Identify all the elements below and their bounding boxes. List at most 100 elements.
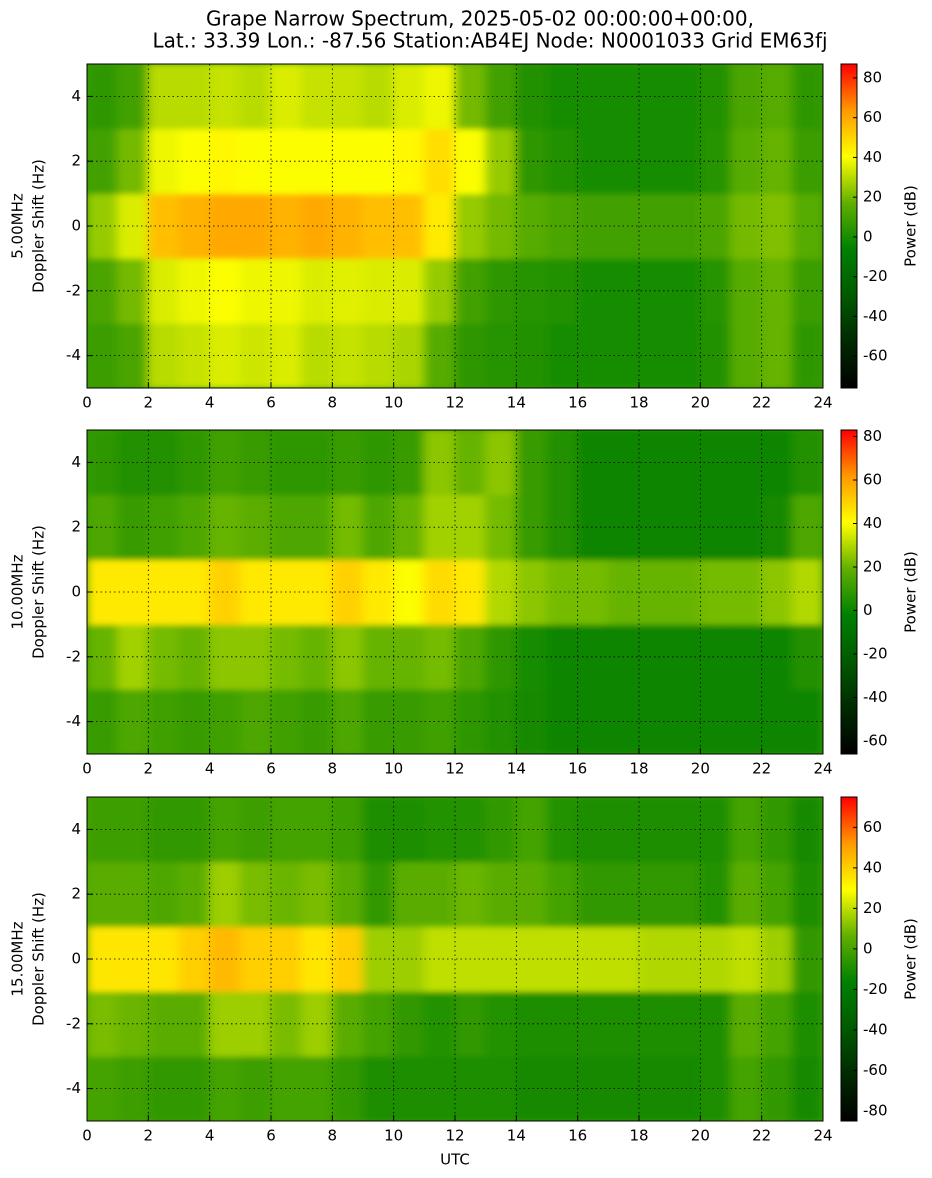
heat-cell <box>331 430 364 496</box>
colorbar-tick-label: -20 <box>863 267 888 285</box>
plot-frame <box>86 429 824 755</box>
heat-cell <box>331 257 364 324</box>
x-tick-label: 20 <box>691 760 710 778</box>
heat-cell <box>423 64 456 130</box>
y-tick-label: -4 <box>66 712 81 730</box>
heat-cell <box>423 430 456 496</box>
x-tick-label: 4 <box>205 394 215 412</box>
heat-cell <box>577 861 609 928</box>
x-tick-label: 0 <box>82 1127 92 1145</box>
y-tick-label: 2 <box>71 152 81 170</box>
colorbar-tick-label: -40 <box>863 307 888 325</box>
x-tick-label: 12 <box>445 1127 464 1145</box>
heat-cell <box>577 322 609 388</box>
x-tick-label: 2 <box>144 1127 154 1145</box>
heat-cell <box>423 688 456 754</box>
y-axis-label: Doppler Shift (Hz) <box>30 525 48 659</box>
x-tick-label: 8 <box>328 1127 338 1145</box>
x-tick-label: 10 <box>384 394 403 412</box>
x-tick-label: 2 <box>144 760 154 778</box>
title-line: Grape Narrow Spectrum, 2025-05-02 00:00:… <box>206 7 754 31</box>
heat-cell <box>331 193 364 259</box>
colorbar-tick-label: -40 <box>863 1020 888 1038</box>
colorbar-label: Power (dB) <box>902 918 920 1000</box>
heat-cell <box>331 861 364 928</box>
heat-cell <box>577 623 609 690</box>
heat-cell <box>331 688 364 754</box>
x-tick-label: 8 <box>328 760 338 778</box>
colorbar-tick-label: -40 <box>863 688 888 706</box>
colorbar-tick-label: 40 <box>863 148 882 166</box>
y-tick-label: 2 <box>71 518 81 536</box>
x-tick-label: 12 <box>445 760 464 778</box>
x-tick-label: 20 <box>691 1127 710 1145</box>
heat-cell <box>331 559 364 625</box>
x-tick-label: 18 <box>629 394 648 412</box>
heat-cell <box>669 623 701 690</box>
x-tick-label: 12 <box>445 394 464 412</box>
colorbar-tick-label: 20 <box>863 557 882 575</box>
colorbar-tick-label: 0 <box>863 227 873 245</box>
x-tick-label: 14 <box>507 1127 526 1145</box>
y-tick-label: -2 <box>66 1014 81 1032</box>
heat-cell <box>669 861 701 928</box>
colorbar-tick-label: -20 <box>863 644 888 662</box>
heat-cell <box>577 1055 609 1121</box>
colorbar-tick-label: 40 <box>863 514 882 532</box>
heat-cell <box>669 257 701 324</box>
y-tick-label: -4 <box>66 1079 81 1097</box>
y-tick-label: 0 <box>71 583 81 601</box>
colorbar-tick-label: 20 <box>863 188 882 206</box>
heat-cell <box>577 494 609 561</box>
heat-cell <box>423 926 456 992</box>
heat-cell <box>577 193 609 259</box>
colorbar-tick-label: -60 <box>863 1061 888 1079</box>
heat-cell <box>423 193 456 259</box>
heat-cell <box>577 430 609 496</box>
heat-cell <box>423 861 456 928</box>
x-tick-label: 6 <box>266 394 276 412</box>
colorbar-tick-label: 60 <box>863 471 882 489</box>
y-axis-label: 15.00MHz <box>9 921 27 996</box>
heat-cell <box>331 322 364 388</box>
heat-cell <box>669 559 701 625</box>
colorbar-tick-label: 60 <box>863 108 882 126</box>
heat-cell <box>669 797 701 863</box>
heat-cell <box>423 990 456 1057</box>
y-tick-label: 4 <box>71 820 81 838</box>
colorbar-tick-label: 60 <box>863 818 882 836</box>
heat-cell <box>577 559 609 625</box>
x-tick-label: 16 <box>568 1127 587 1145</box>
heat-cell <box>423 1055 456 1121</box>
heat-cell <box>331 623 364 690</box>
heat-cell <box>577 688 609 754</box>
y-tick-label: -2 <box>66 647 81 665</box>
colorbar <box>840 63 858 389</box>
y-axis-label: 5.00MHz <box>9 193 27 259</box>
heat-cell <box>669 926 701 992</box>
y-axis-label: Doppler Shift (Hz) <box>30 892 48 1026</box>
x-tick-label: 22 <box>752 1127 771 1145</box>
heat-cell <box>331 990 364 1057</box>
heat-cell <box>331 64 364 130</box>
x-tick-label: 22 <box>752 760 771 778</box>
y-tick-label: 2 <box>71 885 81 903</box>
heat-cell <box>423 257 456 324</box>
x-tick-label: 10 <box>384 1127 403 1145</box>
x-tick-label: 6 <box>266 760 276 778</box>
heat-cell <box>331 128 364 195</box>
heat-cell <box>669 494 701 561</box>
x-tick-label: 16 <box>568 760 587 778</box>
heat-cell <box>423 322 456 388</box>
heat-cell <box>577 64 609 130</box>
x-tick-label: 0 <box>82 760 92 778</box>
y-axis-label: 10.00MHz <box>9 554 27 629</box>
x-tick-label: 20 <box>691 394 710 412</box>
heat-cell <box>577 128 609 195</box>
y-tick-label: 4 <box>71 453 81 471</box>
title-line: Lat.: 33.39 Lon.: -87.56 Station:AB4EJ N… <box>152 29 827 53</box>
x-tick-label: 2 <box>144 394 154 412</box>
heat-cell <box>669 1055 701 1121</box>
heat-cell <box>669 990 701 1057</box>
